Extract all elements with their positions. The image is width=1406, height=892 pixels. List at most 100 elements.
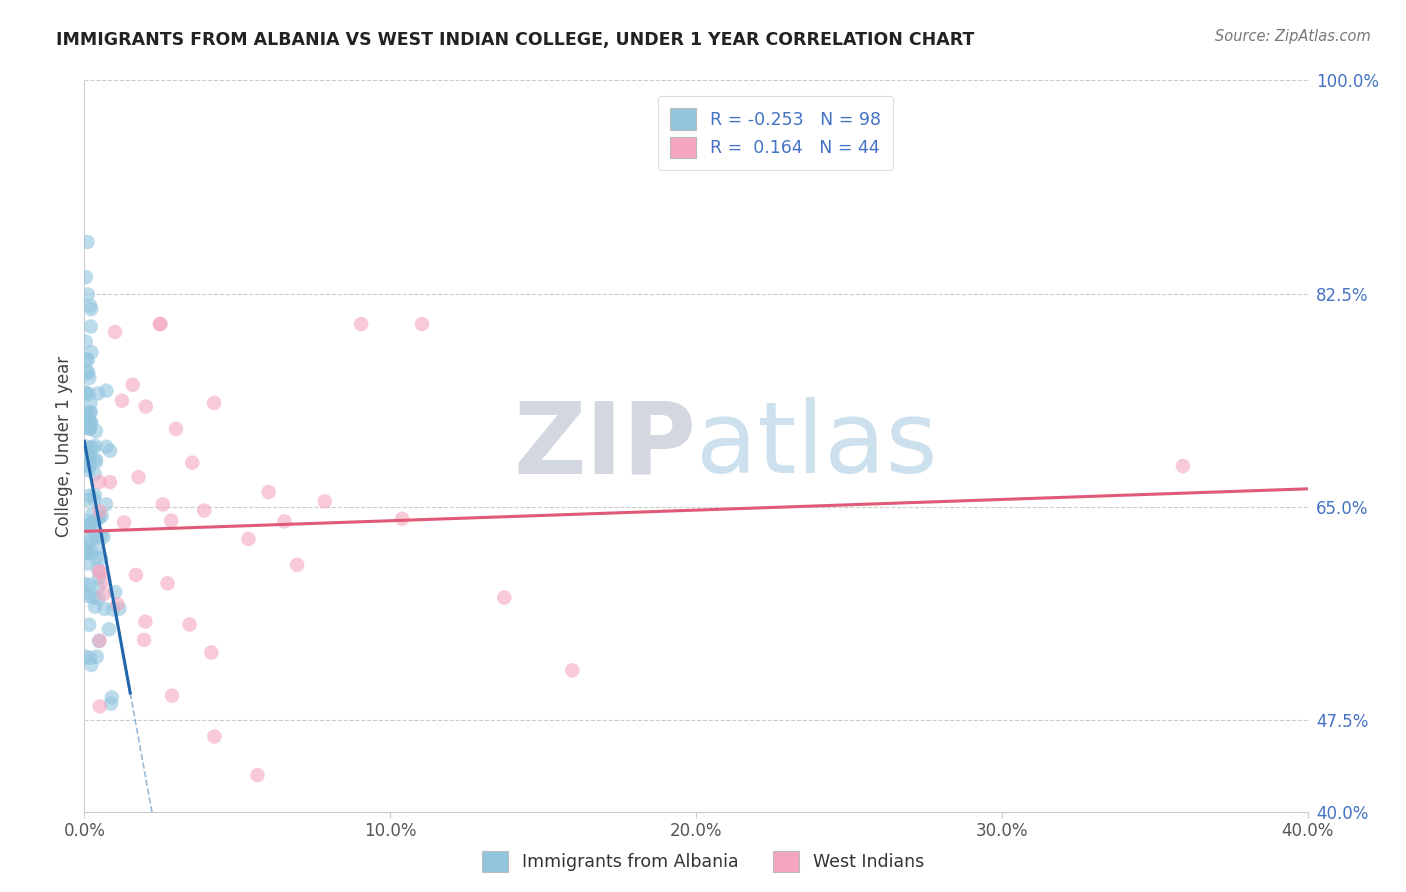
Point [90, 528, 112, 542]
Point [104, 325, 127, 339]
Point [76, 353, 98, 368]
Point [121, 377, 143, 392]
Point [80, 301, 103, 316]
Point [100, 697, 122, 711]
Point [75, 352, 97, 367]
Point [111, 393, 134, 408]
Point [94, 497, 117, 511]
Point [82, 507, 104, 521]
Point [76, 541, 98, 556]
Point [134, 615, 156, 629]
Point [84, 455, 107, 469]
Point [87, 591, 110, 606]
Point [73, 458, 96, 473]
Point [76, 365, 98, 379]
Point [77, 557, 100, 571]
Point [79, 441, 101, 455]
Point [135, 400, 157, 414]
Point [90, 551, 112, 566]
Point [125, 568, 148, 582]
Point [83, 599, 105, 614]
Point [76, 421, 98, 435]
Point [80, 345, 103, 359]
Point [75, 649, 97, 664]
Point [104, 585, 127, 599]
Point [79, 299, 101, 313]
Point [79, 520, 101, 534]
Point [89, 565, 111, 579]
Point [89, 504, 111, 518]
Point [83, 467, 105, 481]
Point [77, 589, 100, 603]
Point [97, 622, 120, 636]
Point [82, 516, 104, 531]
Point [89, 565, 111, 579]
Text: Source: ZipAtlas.com: Source: ZipAtlas.com [1215, 29, 1371, 44]
Point [98, 475, 121, 489]
Point [80, 319, 103, 334]
Point [77, 463, 100, 477]
Point [80, 416, 103, 430]
Point [73, 386, 96, 401]
Point [76, 287, 98, 301]
Legend: R = -0.253   N = 98, R =  0.164   N = 44: R = -0.253 N = 98, R = 0.164 N = 44 [658, 96, 893, 169]
Point [93, 574, 115, 588]
Point [79, 447, 101, 461]
Point [87, 571, 110, 585]
Point [96, 384, 118, 398]
Point [89, 699, 111, 714]
Point [86, 541, 108, 555]
Point [82, 441, 104, 455]
Point [257, 485, 280, 500]
Point [149, 317, 172, 331]
Point [80, 533, 103, 547]
Point [101, 602, 124, 616]
Point [77, 387, 100, 401]
Point [79, 650, 101, 665]
Point [152, 497, 174, 511]
Point [96, 440, 118, 454]
Point [83, 492, 105, 507]
Point [200, 646, 222, 660]
Point [561, 664, 583, 678]
Point [76, 546, 98, 560]
Point [112, 516, 135, 530]
Point [1171, 458, 1194, 473]
Point [75, 270, 97, 285]
Point [350, 317, 373, 331]
Legend: Immigrants from Albania, West Indians: Immigrants from Albania, West Indians [475, 844, 931, 879]
Point [84, 439, 107, 453]
Point [84, 452, 107, 467]
Point [132, 632, 155, 647]
Point [76, 235, 98, 249]
Point [202, 396, 225, 410]
Point [285, 558, 308, 572]
Point [93, 530, 115, 544]
Point [83, 515, 105, 529]
Point [80, 405, 103, 419]
Point [77, 451, 100, 466]
Point [156, 576, 179, 591]
Point [83, 488, 105, 502]
Point [77, 618, 100, 632]
Point [77, 366, 100, 380]
Point [77, 533, 100, 548]
Point [73, 414, 96, 428]
Y-axis label: College, Under 1 year: College, Under 1 year [55, 355, 73, 537]
Point [79, 453, 101, 467]
Text: IMMIGRANTS FROM ALBANIA VS WEST INDIAN COLLEGE, UNDER 1 YEAR CORRELATION CHART: IMMIGRANTS FROM ALBANIA VS WEST INDIAN C… [56, 31, 974, 49]
Point [84, 550, 107, 565]
Point [494, 591, 516, 605]
Point [246, 768, 269, 782]
Point [80, 546, 103, 560]
Point [76, 410, 98, 425]
Point [193, 503, 215, 517]
Point [149, 317, 172, 331]
Point [79, 489, 101, 503]
Point [160, 689, 183, 703]
Point [79, 396, 101, 410]
Point [89, 510, 111, 524]
Point [79, 517, 101, 532]
Point [84, 424, 107, 438]
Point [86, 530, 108, 544]
